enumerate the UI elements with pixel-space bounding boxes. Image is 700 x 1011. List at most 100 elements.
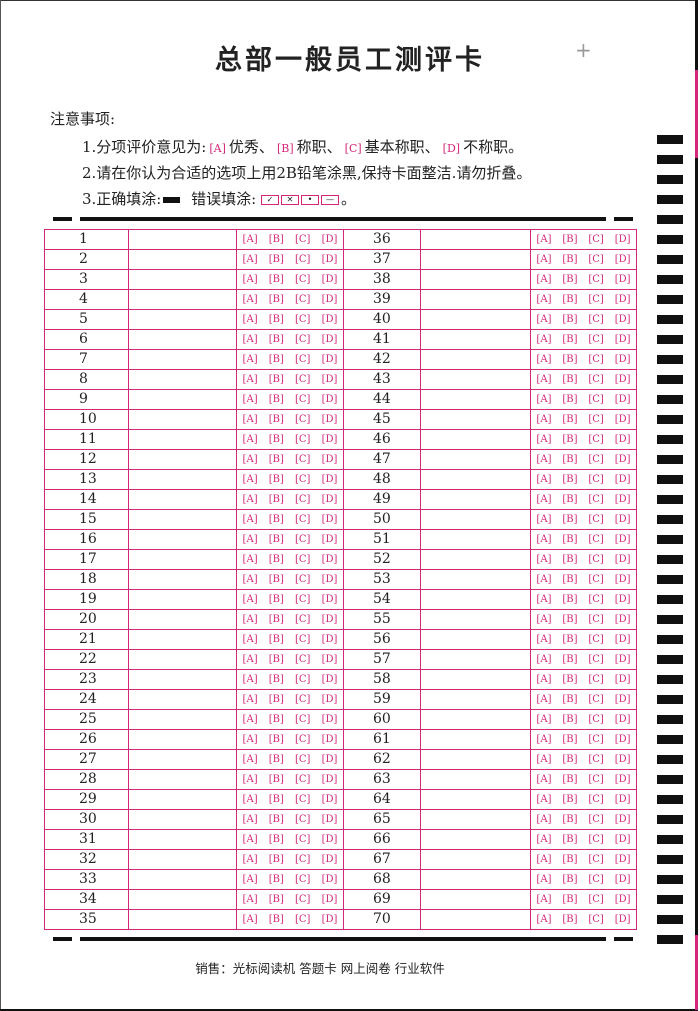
option-bubble-c[interactable]: [C] [588,314,604,325]
option-bubble-a[interactable]: [A] [536,274,552,285]
option-bubble-a[interactable]: [A] [242,814,258,825]
option-bubble-a[interactable]: [A] [536,374,552,385]
option-bubble-c[interactable]: [C] [588,894,604,905]
option-bubble-b[interactable]: [B] [268,454,284,465]
option-bubble-b[interactable]: [B] [562,314,578,325]
option-bubble-a[interactable]: [A] [242,274,258,285]
option-bubble-b[interactable]: [B] [562,634,578,645]
option-bubble-d[interactable]: [D] [614,654,631,665]
option-bubble-b[interactable]: [B] [268,614,284,625]
option-bubble-a[interactable]: [A] [536,754,552,765]
option-bubble-d[interactable]: [D] [321,334,338,345]
option-bubble-b[interactable]: [B] [562,754,578,765]
option-bubble-a[interactable]: [A] [242,634,258,645]
option-bubble-a[interactable]: [A] [242,614,258,625]
option-bubble-b[interactable]: [B] [562,534,578,545]
option-bubble-b[interactable]: [B] [562,594,578,605]
option-bubble-d[interactable]: [D] [321,494,338,505]
option-bubble-a[interactable]: [A] [242,754,258,765]
option-bubble-d[interactable]: [D] [321,574,338,585]
option-bubble-a[interactable]: [A] [242,914,258,925]
option-bubble-b[interactable]: [B] [562,774,578,785]
option-bubble-d[interactable]: [D] [321,454,338,465]
option-bubble-d[interactable]: [D] [614,774,631,785]
option-bubble-a[interactable]: [A] [242,254,258,265]
option-bubble-d[interactable]: [D] [321,294,338,305]
option-bubble-d[interactable]: [D] [321,674,338,685]
option-bubble-b[interactable]: [B] [562,334,578,345]
option-bubble-c[interactable]: [C] [588,734,604,745]
option-bubble-a[interactable]: [A] [242,734,258,745]
option-bubble-d[interactable]: [D] [321,634,338,645]
option-bubble-d[interactable]: [D] [614,294,631,305]
option-bubble-d[interactable]: [D] [321,794,338,805]
option-bubble-b[interactable]: [B] [268,874,284,885]
option-bubble-d[interactable]: [D] [614,574,631,585]
option-bubble-c[interactable]: [C] [588,534,604,545]
option-bubble-d[interactable]: [D] [321,414,338,425]
option-bubble-c[interactable]: [C] [294,414,311,425]
option-bubble-c[interactable]: [C] [294,394,311,405]
option-bubble-c[interactable]: [C] [588,474,604,485]
option-bubble-d[interactable]: [D] [614,494,631,505]
option-bubble-a[interactable]: [A] [536,234,552,245]
option-bubble-c[interactable]: [C] [294,574,311,585]
option-bubble-a[interactable]: [A] [536,454,552,465]
option-bubble-a[interactable]: [A] [242,694,258,705]
option-bubble-c[interactable]: [C] [294,454,311,465]
option-bubble-b[interactable]: [B] [562,374,578,385]
option-bubble-b[interactable]: [B] [268,754,284,765]
option-bubble-c[interactable]: [C] [294,514,311,525]
option-bubble-c[interactable]: [C] [294,814,311,825]
option-bubble-d[interactable]: [D] [614,854,631,865]
option-bubble-c[interactable]: [C] [588,294,604,305]
option-bubble-b[interactable]: [B] [268,274,284,285]
option-bubble-c[interactable]: [C] [588,774,604,785]
option-bubble-d[interactable]: [D] [614,374,631,385]
option-bubble-a[interactable]: [A] [242,434,258,445]
option-bubble-a[interactable]: [A] [242,854,258,865]
option-bubble-a[interactable]: [A] [536,614,552,625]
option-bubble-b[interactable]: [B] [562,474,578,485]
option-bubble-c[interactable]: [C] [294,434,311,445]
option-bubble-c[interactable]: [C] [294,334,311,345]
option-bubble-b[interactable]: [B] [562,674,578,685]
option-bubble-c[interactable]: [C] [294,734,311,745]
option-bubble-d[interactable]: [D] [614,354,631,365]
option-bubble-d[interactable]: [D] [321,694,338,705]
option-bubble-d[interactable]: [D] [614,614,631,625]
option-bubble-b[interactable]: [B] [562,614,578,625]
option-bubble-a[interactable]: [A] [536,434,552,445]
option-bubble-b[interactable]: [B] [268,854,284,865]
option-bubble-b[interactable]: [B] [268,654,284,665]
option-bubble-b[interactable]: [B] [562,354,578,365]
option-bubble-b[interactable]: [B] [268,514,284,525]
option-bubble-b[interactable]: [B] [268,494,284,505]
option-bubble-b[interactable]: [B] [562,554,578,565]
option-bubble-c[interactable]: [C] [294,634,311,645]
option-bubble-a[interactable]: [A] [242,234,258,245]
option-bubble-c[interactable]: [C] [588,814,604,825]
option-bubble-c[interactable]: [C] [294,714,311,725]
option-bubble-a[interactable]: [A] [536,414,552,425]
option-bubble-c[interactable]: [C] [294,914,311,925]
option-bubble-b[interactable]: [B] [268,234,284,245]
option-bubble-c[interactable]: [C] [294,774,311,785]
option-bubble-b[interactable]: [B] [268,254,284,265]
option-bubble-a[interactable]: [A] [536,314,552,325]
option-bubble-c[interactable]: [C] [588,914,604,925]
option-bubble-d[interactable]: [D] [614,834,631,845]
option-bubble-a[interactable]: [A] [536,914,552,925]
option-bubble-c[interactable]: [C] [294,854,311,865]
option-bubble-a[interactable]: [A] [242,574,258,585]
option-bubble-d[interactable]: [D] [321,254,338,265]
option-bubble-c[interactable]: [C] [588,494,604,505]
option-bubble-d[interactable]: [D] [321,514,338,525]
option-bubble-d[interactable]: [D] [614,714,631,725]
option-bubble-a[interactable]: [A] [536,474,552,485]
option-bubble-a[interactable]: [A] [536,294,552,305]
option-bubble-c[interactable]: [C] [588,514,604,525]
option-bubble-a[interactable]: [A] [242,314,258,325]
option-bubble-b[interactable]: [B] [562,714,578,725]
option-bubble-c[interactable]: [C] [294,594,311,605]
